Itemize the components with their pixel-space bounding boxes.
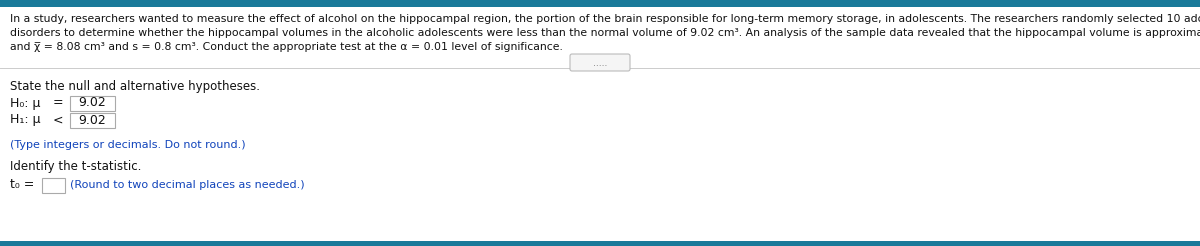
FancyBboxPatch shape: [0, 241, 1200, 246]
FancyBboxPatch shape: [42, 178, 65, 193]
FancyBboxPatch shape: [570, 54, 630, 71]
FancyBboxPatch shape: [70, 95, 114, 110]
Text: 9.02: 9.02: [78, 96, 106, 109]
Text: (Type integers or decimals. Do not round.): (Type integers or decimals. Do not round…: [10, 140, 246, 150]
Text: 9.02: 9.02: [78, 113, 106, 126]
Text: In a study, researchers wanted to measure the effect of alcohol on the hippocamp: In a study, researchers wanted to measur…: [10, 14, 1200, 24]
Text: disorders to determine whether the hippocampal volumes in the alcoholic adolesce: disorders to determine whether the hippo…: [10, 28, 1200, 38]
Text: Identify the t-statistic.: Identify the t-statistic.: [10, 160, 142, 173]
Text: H₀: μ: H₀: μ: [10, 96, 41, 109]
Text: =: =: [53, 96, 64, 109]
FancyBboxPatch shape: [0, 0, 1200, 7]
Text: and χ̅ = 8.08 cm³ and s = 0.8 cm³. Conduct the appropriate test at the α = 0.01 : and χ̅ = 8.08 cm³ and s = 0.8 cm³. Condu…: [10, 42, 563, 52]
FancyBboxPatch shape: [70, 112, 114, 127]
Text: <: <: [53, 113, 64, 126]
Text: .....: .....: [593, 59, 607, 67]
Text: (Round to two decimal places as needed.): (Round to two decimal places as needed.): [70, 180, 305, 190]
Text: H₁: μ: H₁: μ: [10, 113, 41, 126]
Text: t₀ =: t₀ =: [10, 179, 35, 191]
Text: State the null and alternative hypotheses.: State the null and alternative hypothese…: [10, 80, 260, 93]
